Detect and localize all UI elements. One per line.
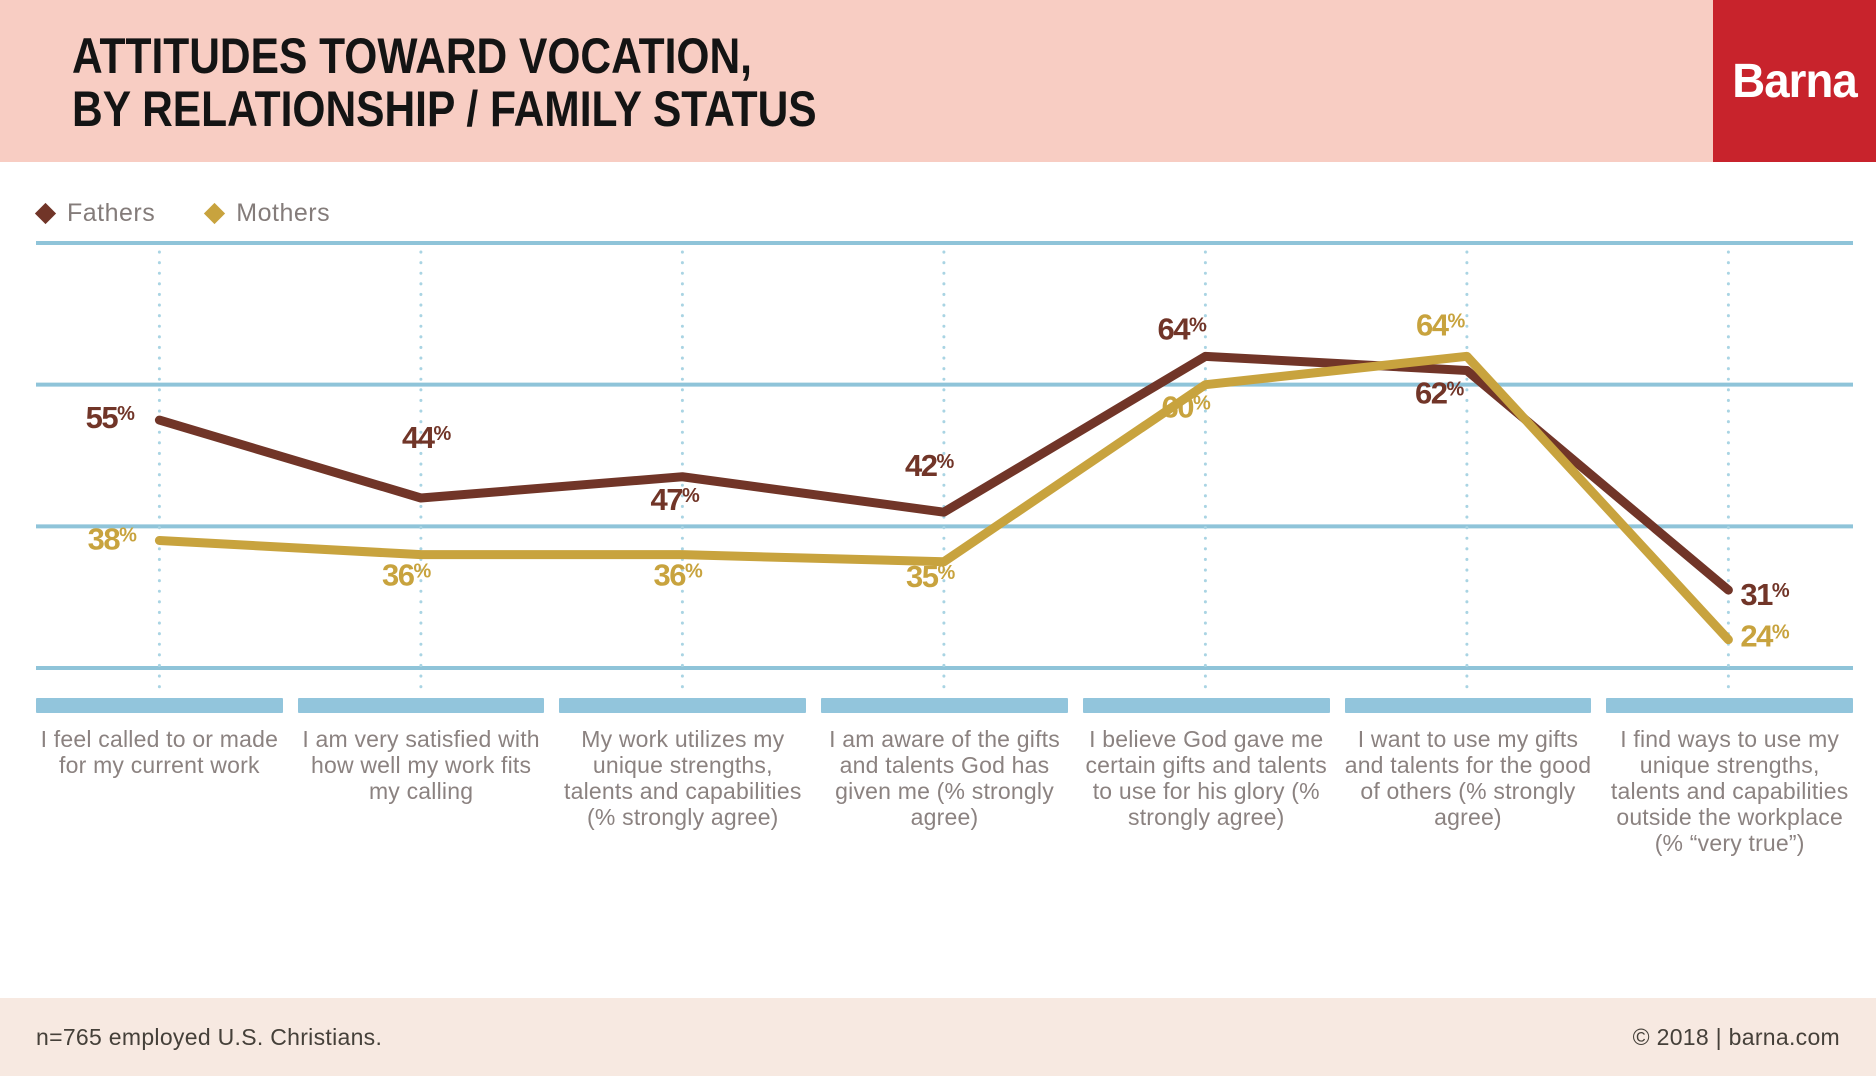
category-cell-5: I believe God gave me certain gifts and … <box>1082 698 1330 856</box>
barna-logo: Barna <box>1713 0 1876 162</box>
category-cell-2: I am very satisfied with how well my wor… <box>297 698 545 856</box>
data-label-mothers-7: 24% <box>1740 619 1789 654</box>
data-label-fathers-7: 31% <box>1740 577 1789 612</box>
category-label-6: I want to use my gifts and talents for t… <box>1344 726 1592 830</box>
data-label-mothers-2: 36% <box>382 558 431 593</box>
data-label-fathers-3: 47% <box>651 482 700 517</box>
page-title-line1: ATTITUDES TOWARD VOCATION, <box>72 28 752 84</box>
series-line-fathers <box>154 351 1733 595</box>
category-label-7: I find ways to use my unique strengths, … <box>1610 726 1849 856</box>
category-bar-6 <box>1344 698 1592 713</box>
category-cell-6: I want to use my gifts and talents for t… <box>1344 698 1592 856</box>
data-label-mothers-5: 60% <box>1162 390 1211 425</box>
legend-item-fathers: Fathers <box>34 198 156 228</box>
data-label-fathers-4: 42% <box>905 448 954 483</box>
data-label-fathers-6: 62% <box>1415 376 1464 411</box>
category-cell-7: I find ways to use my unique strengths, … <box>1606 698 1854 856</box>
barna-logo-text: Barna <box>1732 54 1857 108</box>
page-title-line2: BY RELATIONSHIP / FAMILY STATUS <box>72 81 817 137</box>
chart-legend: Fathers Mothers <box>34 198 331 228</box>
data-label-mothers-1: 38% <box>88 522 137 557</box>
category-bar-1 <box>36 698 283 713</box>
category-label-4: I am aware of the gifts and talents God … <box>829 726 1060 830</box>
category-label-3: My work utilizes my unique strengths, ta… <box>564 726 802 830</box>
legend-label-fathers: Fathers <box>67 198 156 227</box>
category-label-5: I believe God gave me certain gifts and … <box>1085 726 1327 830</box>
page-title: ATTITUDES TOWARD VOCATION, BY RELATIONSH… <box>72 30 817 136</box>
category-bar-5 <box>1082 698 1330 713</box>
header-band: ATTITUDES TOWARD VOCATION, BY RELATIONSH… <box>0 0 1713 162</box>
category-bar-7 <box>1606 698 1854 713</box>
series-line-mothers <box>154 351 1733 645</box>
data-label-fathers-1: 55% <box>86 400 135 435</box>
legend-item-mothers: Mothers <box>204 198 331 228</box>
category-axis: I feel called to or made for my current … <box>36 698 1854 856</box>
category-cell-4: I am aware of the gifts and talents God … <box>821 698 1068 856</box>
legend-label-mothers: Mothers <box>236 198 331 227</box>
data-label-fathers-2: 44% <box>402 420 451 455</box>
category-label-1: I feel called to or made for my current … <box>40 726 279 778</box>
category-bar-3 <box>559 698 807 713</box>
data-label-mothers-4: 35% <box>906 559 955 594</box>
copyright-note: © 2018 | barna.com <box>1632 1023 1840 1050</box>
category-cell-3: My work utilizes my unique strengths, ta… <box>559 698 807 856</box>
data-label-mothers-3: 36% <box>654 558 703 593</box>
sample-size-note: n=765 employed U.S. Christians. <box>36 1023 383 1050</box>
category-bar-2 <box>297 698 545 713</box>
category-bar-4 <box>821 698 1068 713</box>
data-label-mothers-6: 64% <box>1416 307 1465 342</box>
data-label-fathers-5: 64% <box>1158 311 1207 346</box>
footer: n=765 employed U.S. Christians. © 2018 |… <box>0 998 1876 1076</box>
category-label-2: I am very satisfied with how well my wor… <box>302 726 540 804</box>
category-cell-1: I feel called to or made for my current … <box>36 698 283 856</box>
